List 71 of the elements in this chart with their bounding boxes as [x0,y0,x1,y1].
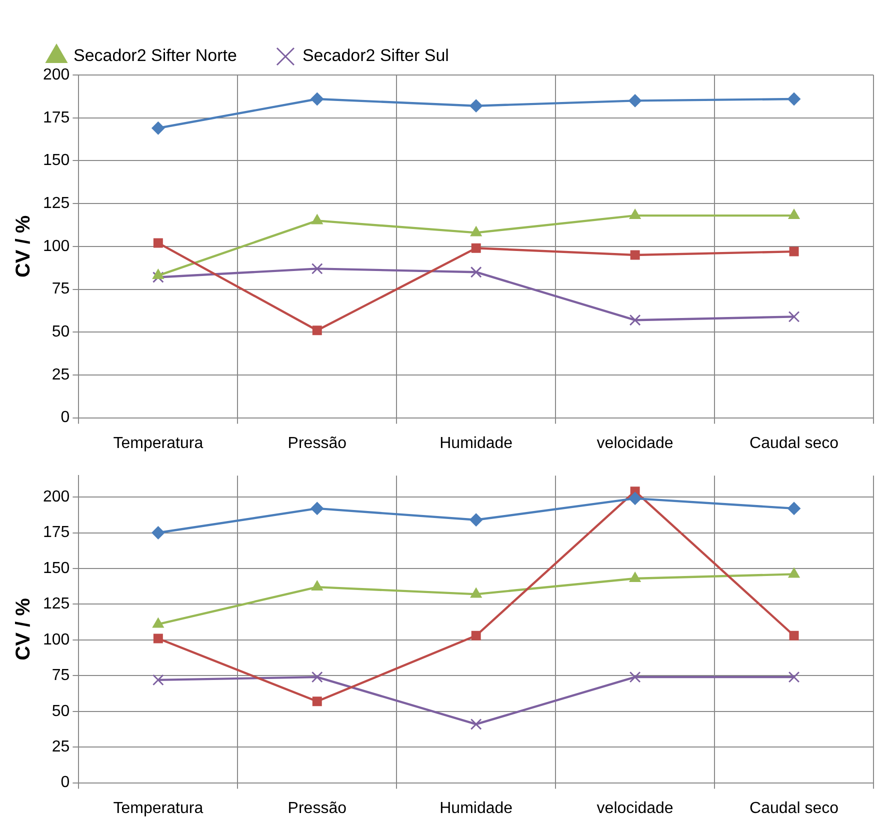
x-tick-label: Humidade [440,800,513,817]
x-tick-label: Temperatura [113,800,204,817]
x-tick-label: Caudal seco [750,800,839,817]
point [471,243,481,253]
y-tick-label: 0 [60,774,70,792]
point [788,502,801,515]
legend-label: Secador2 Sifter Sul [302,46,449,66]
point [628,492,642,505]
y-tick-label: 125 [42,194,70,212]
y-tick-label: 75 [52,280,70,298]
y-tick-label: 25 [52,366,70,384]
point [152,618,164,628]
point [152,269,164,280]
x-tick-label: Pressão [288,800,347,817]
x-tick-label: Temperatura [113,434,204,452]
point [470,588,482,598]
point [629,209,641,220]
point [310,502,324,515]
y-tick-label: 150 [42,152,70,170]
y-tick-label: 25 [52,738,70,756]
point [153,634,163,644]
point [152,674,164,686]
point [311,580,323,591]
point [312,696,322,706]
point [788,310,800,322]
x-tick-label: velocidade [596,434,674,452]
point [628,94,642,108]
point [788,568,800,578]
point [311,214,323,224]
point [470,266,482,278]
y-axis-title: CV / % [12,598,35,660]
point [310,92,324,106]
point [153,238,163,248]
y-tick-label: 150 [42,560,70,577]
point [789,246,799,256]
point [788,671,800,683]
point [470,226,482,236]
x-tick-label: Pressão [288,434,347,452]
legend-label: Secador2 Sifter Norte [74,46,237,66]
y-tick-label: 125 [42,596,70,613]
point [629,671,641,683]
x-tick-label: Humidade [440,434,513,452]
point [311,262,323,274]
y-tick-label: 50 [52,324,70,341]
point [789,630,799,640]
point [788,92,801,106]
y-tick-label: 200 [42,488,70,506]
x-tick-label: Caudal seco [750,434,839,452]
y-tick-label: 200 [42,66,70,84]
point [629,572,641,582]
point [312,326,322,336]
point [788,209,800,220]
y-tick-label: 75 [52,667,70,684]
y-axis-title: CV / % [12,215,35,278]
point [311,671,323,683]
y-tick-label: 100 [42,631,70,648]
point [152,526,165,540]
point [152,122,165,135]
y-tick-label: 175 [42,109,70,126]
point [629,314,641,326]
point [471,630,481,640]
point [630,250,640,260]
y-tick-label: 50 [52,702,70,720]
point [470,718,482,730]
point [152,272,164,283]
y-tick-label: 100 [42,238,70,255]
point [470,99,483,112]
y-tick-label: 175 [42,524,70,542]
point [470,513,483,526]
y-tick-label: 0 [60,409,70,426]
x-tick-label: velocidade [596,800,674,817]
